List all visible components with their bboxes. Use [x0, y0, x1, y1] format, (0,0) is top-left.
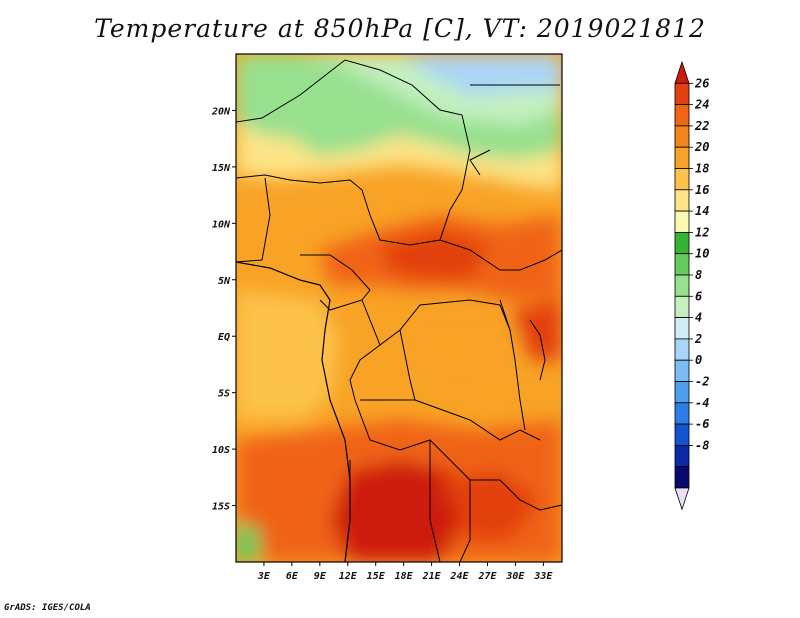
lon-tick-label: 15E — [367, 571, 386, 582]
colorbar-label: 6 — [695, 289, 702, 303]
map-frame — [235, 53, 563, 563]
colorbar-label: 16 — [695, 183, 709, 197]
lat-tick-label: 15N — [212, 163, 231, 174]
colorbar-swatch — [674, 253, 690, 276]
colorbar-label: 14 — [695, 204, 709, 218]
colorbar-label: 24 — [694, 98, 709, 112]
colorbar-label: 18 — [695, 162, 709, 176]
colorbar-top-triangle — [674, 60, 690, 84]
lon-tick-label: 6E — [286, 571, 299, 582]
colorbar-label: 12 — [695, 225, 709, 239]
colorbar-swatch — [674, 317, 690, 340]
colorbar-swatch — [674, 104, 690, 127]
lat-tick-label: EQ — [218, 332, 230, 343]
longitude-ticks: 3E 6E 9E 12E 15E 18E 21E 24E 27E 30E 33E — [257, 562, 553, 582]
colorbar-swatch — [674, 466, 690, 489]
colorbar-swatch — [674, 189, 690, 212]
lon-tick-label: 21E — [422, 571, 442, 582]
lon-tick-label: 27E — [477, 571, 497, 582]
colorbar-label: 10 — [695, 247, 709, 261]
colorbar-label: 4 — [695, 311, 702, 325]
colorbar-label: 8 — [695, 268, 702, 282]
lon-tick-label: 3E — [257, 571, 271, 582]
colorbar-label: -2 — [695, 375, 709, 389]
colorbar-swatch — [674, 210, 690, 233]
colorbar-swatch — [674, 125, 690, 148]
lat-tick-label: 5N — [218, 276, 231, 287]
colorbar-swatch — [674, 295, 690, 318]
colorbar-swatch — [674, 359, 690, 382]
latitude-ticks: 20N 15N 10N 5N EQ 5S 10S 15S — [211, 106, 236, 513]
lat-tick-label: 10S — [212, 445, 230, 456]
colorbar-bottom-triangle — [674, 487, 690, 511]
colorbar-swatch — [674, 231, 690, 255]
map-title: Temperature at 850hPa [C], VT: 201902181… — [94, 14, 706, 43]
colorbar-swatch — [674, 146, 690, 169]
lon-tick-label: 33E — [533, 571, 553, 582]
lat-tick-label: 5S — [218, 389, 230, 400]
colorbar-label: 26 — [694, 76, 709, 90]
lat-tick-label: 20N — [211, 106, 231, 117]
colorbar-label: 2 — [694, 332, 702, 346]
colorbar-swatch — [674, 444, 690, 468]
lat-tick-label: 10N — [212, 219, 231, 230]
lon-tick-label: 24E — [450, 571, 470, 582]
colorbar-label: -6 — [695, 417, 709, 431]
colorbar-label: -8 — [695, 438, 709, 452]
colorbar-swatch — [674, 381, 690, 404]
colorbar-swatch — [674, 338, 690, 361]
colorbar-label: 22 — [694, 119, 709, 133]
colorbar-swatch — [674, 402, 690, 425]
colorbar-swatch — [674, 274, 690, 297]
colorbar-label: 20 — [694, 140, 709, 154]
lon-tick-label: 18E — [395, 571, 414, 582]
colorbar-swatch — [674, 82, 690, 106]
colorbar-swatch — [674, 168, 690, 191]
lat-tick-label: 15S — [212, 502, 230, 513]
colorbar-swatch — [674, 423, 690, 446]
lon-tick-label: 30E — [505, 571, 525, 582]
lon-tick-label: 9E — [314, 571, 327, 582]
temperature-field — [236, 54, 562, 562]
credit-footer: GrADS: IGES/COLA — [4, 603, 91, 613]
colorbar-label: 0 — [695, 353, 702, 367]
lon-tick-label: 12E — [339, 571, 358, 582]
colorbar-label: -4 — [695, 396, 709, 410]
